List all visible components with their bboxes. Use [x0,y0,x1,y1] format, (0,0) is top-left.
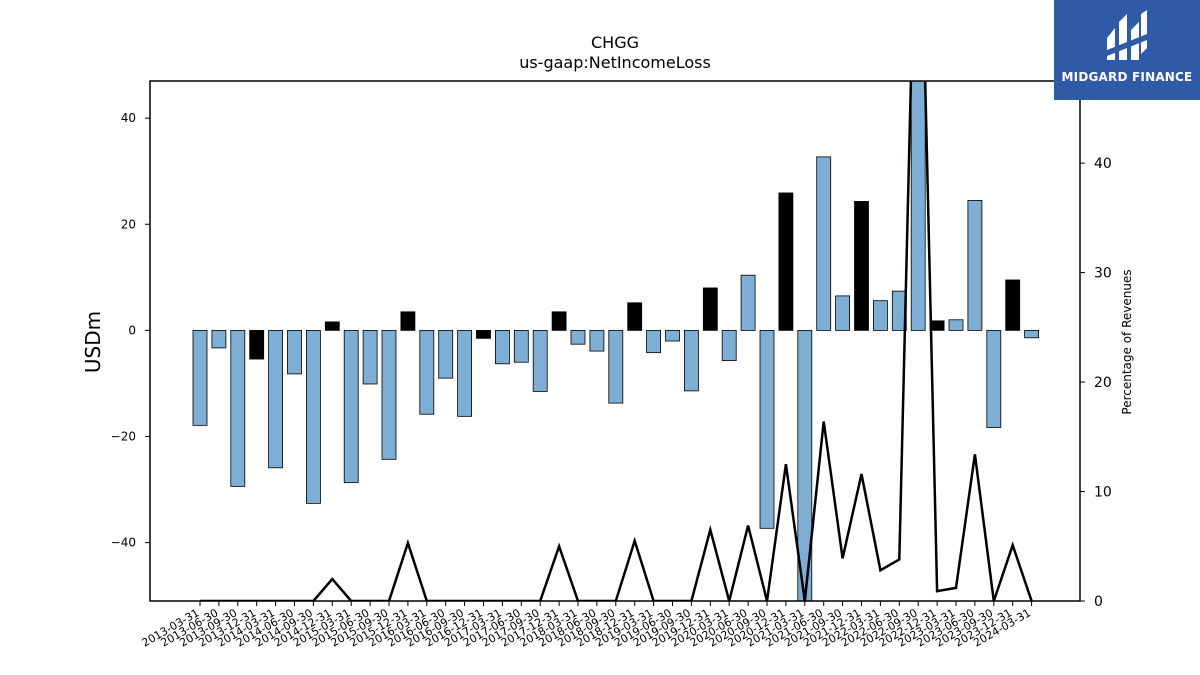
bar-2023-03-31 [948,319,964,331]
bar-2020-12-31 [778,192,794,331]
y-tick-label: 40 [121,111,136,125]
bar-2014-06-30 [287,329,302,375]
bar-2013-09-30 [230,329,246,487]
bar-2017-12-31 [551,311,567,331]
bar-2020-03-31 [721,329,737,362]
bar-2023-09-30 [986,329,1002,428]
logo-text: MIDGARD FINANCE [1061,70,1193,84]
bar-2017-03-31 [494,329,510,365]
chart-title: CHGG [591,33,639,52]
axes: −40−20020400102030402013-03-312013-06-30… [111,80,1112,650]
bar-2021-06-30 [816,156,832,331]
bar-2024-03-31 [1024,329,1039,339]
bar-2013-03-31 [192,329,208,426]
bar-2015-09-30 [381,329,397,460]
bar-2018-09-30 [608,329,624,404]
bar-2023-12-31 [1005,279,1021,331]
logo-mark-icon [1107,10,1147,60]
bar-2013-12-31 [249,329,265,360]
y-axis-label: USDm [81,311,105,373]
y2-tick-label: 40 [1094,156,1112,172]
bar-2013-06-30 [211,329,227,349]
y2-tick-label: 0 [1094,594,1103,610]
bar-2015-06-30 [362,329,378,385]
bar-2021-09-30 [835,295,850,331]
y2-tick-label: 30 [1094,266,1112,282]
bar-2018-12-31 [627,302,643,331]
bar-2017-09-30 [532,329,548,392]
bar-2014-09-30 [305,329,321,504]
bar-2015-12-31 [400,311,416,331]
bar-2016-12-31 [476,329,491,339]
bar-2022-03-31 [873,300,888,331]
bar-2016-06-30 [438,329,454,379]
plot-frame [149,80,1081,602]
y2-axis-label: Percentage of Revenues [1120,269,1134,414]
bar-2018-03-31 [570,329,586,345]
bar-2020-06-30 [740,274,756,331]
midgard-finance-logo: MIDGARD FINANCE [1054,0,1200,100]
bar-2021-12-31 [854,201,869,331]
bar-2015-03-31 [343,329,359,484]
y2-tick-label: 20 [1094,375,1112,391]
bar-2016-03-31 [419,329,435,415]
bar-2016-09-30 [457,329,473,417]
bar-2019-12-31 [702,287,718,331]
y-tick-label: 20 [121,217,136,231]
bar-2023-06-30 [967,199,983,331]
bar-2018-06-30 [589,329,605,352]
bar-series [192,80,1039,602]
chart-subtitle: us-gaap:NetIncomeLoss [519,53,711,72]
bar-2014-12-31 [324,321,340,331]
y-tick-label: −20 [111,430,136,444]
y2-tick-label: 10 [1094,485,1112,501]
y-tick-label: 0 [128,323,136,337]
percentage-line [200,81,1033,601]
bar-2019-06-30 [665,329,680,342]
y-tick-label: −40 [111,536,136,550]
percentage-line-path [200,81,1033,601]
bar-2014-03-31 [268,329,284,469]
bar-2019-09-30 [684,329,699,392]
bar-2019-03-31 [646,329,661,354]
bar-2020-09-30 [759,329,775,529]
bar-2022-09-30 [910,80,926,331]
bar-2017-06-30 [513,329,529,363]
